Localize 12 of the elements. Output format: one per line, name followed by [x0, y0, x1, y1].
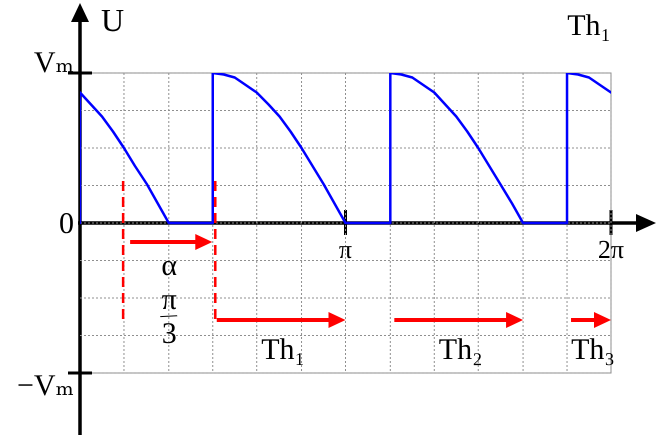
- x-tick-label: π: [338, 235, 352, 264]
- text: π/3: [154, 283, 182, 350]
- text: 0: [59, 207, 74, 240]
- x-tick-label: 2π: [598, 235, 624, 264]
- y-axis-title: U: [101, 2, 124, 38]
- text: Th₂: [438, 333, 483, 366]
- text: −Vₘ: [17, 369, 74, 402]
- text: α: [161, 248, 178, 282]
- text: Th₁: [567, 9, 611, 42]
- text: Vₘ: [34, 46, 74, 79]
- text: Th₁: [261, 333, 306, 366]
- text: Th₃: [571, 333, 615, 366]
